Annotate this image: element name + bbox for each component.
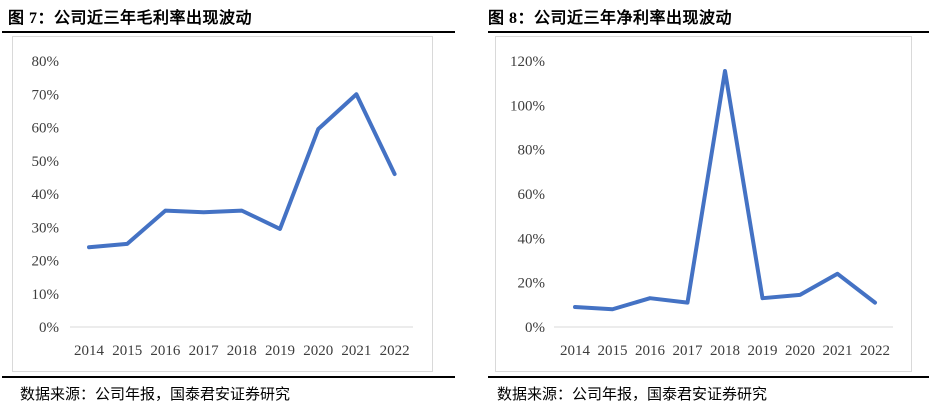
x-tick-label: 2017: [189, 343, 220, 359]
y-tick-label: 0%: [525, 320, 545, 336]
figure-8-chart-box: 0% 20% 40% 60% 80% 100% 120% 2014 2015 2016 2017 20…: [495, 36, 912, 372]
x-tick-label: 2018: [710, 343, 740, 359]
x-tick-label: 2018: [227, 343, 257, 359]
x-tick-label: 2021: [341, 343, 371, 359]
figure-8-bottom-rule: [488, 376, 929, 378]
gross-margin-line-chart: 0% 10% 20% 30% 40% 50% 60% 70% 80% 2014 2015 2016 20…: [32, 54, 413, 359]
line-series: [573, 68, 877, 312]
x-tick-label: 2014: [560, 343, 591, 359]
y-tick-label: 50%: [32, 154, 60, 170]
figure-7-chart-box: 0% 10% 20% 30% 40% 50% 60% 70% 80% 2014 2015 2016 20…: [12, 36, 433, 372]
figure-8-source: 数据来源：公司年报，国泰君安证券研究: [497, 387, 768, 403]
y-tick-label: 80%: [518, 143, 546, 159]
y-tick-label: 0%: [39, 320, 59, 336]
figure-7-source: 数据来源：公司年报，国泰君安证券研究: [20, 387, 291, 403]
x-tick-label: 2020: [303, 343, 333, 359]
figure-7: 图 7：公司近三年毛利率出现波动 0% 10% 20% 30% 40% 50% 60% 70%…: [2, 0, 455, 404]
x-tick-label: 2015: [598, 343, 628, 359]
figure-8: 图 8：公司近三年净利率出现波动 0% 20% 40% 60% 80% 100% 120% 2…: [488, 0, 929, 404]
x-tick-label: 2015: [112, 343, 142, 359]
y-tick-label: 30%: [32, 220, 60, 236]
x-tick-label: 2020: [785, 343, 815, 359]
figure-7-bottom-rule: [2, 376, 455, 378]
y-tick-label: 80%: [32, 54, 60, 70]
y-tick-label: 100%: [510, 98, 545, 114]
x-tick-label: 2021: [823, 343, 853, 359]
x-tick-label: 2019: [748, 343, 778, 359]
figure-7-title: 图 7：公司近三年毛利率出现波动: [2, 0, 455, 33]
x-tick-label: 2014: [74, 343, 105, 359]
y-tick-label: 40%: [518, 231, 546, 247]
y-tick-label: 60%: [518, 187, 546, 203]
y-tick-label: 20%: [32, 254, 60, 270]
y-tick-label: 40%: [32, 187, 60, 203]
y-tick-label: 70%: [32, 87, 60, 103]
x-tick-label: 2016: [635, 343, 666, 359]
line-series: [87, 92, 397, 250]
x-tick-label: 2022: [860, 343, 890, 359]
x-tick-label: 2019: [265, 343, 295, 359]
figure-8-title: 图 8：公司近三年净利率出现波动: [488, 0, 929, 33]
y-tick-label: 60%: [32, 121, 60, 137]
x-tick-label: 2017: [673, 343, 704, 359]
net-margin-line-chart: 0% 20% 40% 60% 80% 100% 120% 2014 2015 2016 2017 20…: [510, 54, 893, 359]
y-tick-label: 10%: [32, 287, 60, 303]
y-tick-label: 20%: [518, 276, 546, 292]
x-tick-label: 2016: [150, 343, 181, 359]
x-tick-label: 2022: [380, 343, 410, 359]
y-tick-label: 120%: [510, 54, 545, 70]
